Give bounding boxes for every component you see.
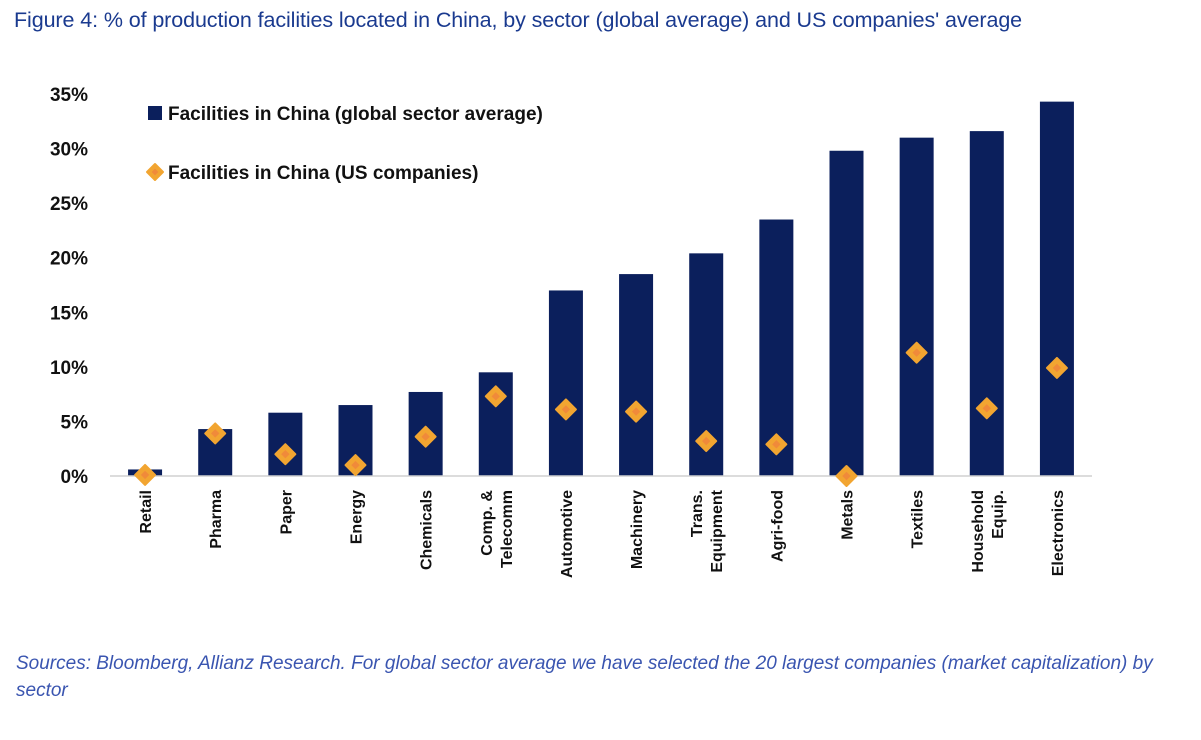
us-marker (134, 463, 157, 486)
bar (969, 131, 1004, 476)
x-tick-label: Electronics (1050, 490, 1067, 576)
y-tick-label: 15% (50, 303, 88, 324)
y-axis-ticks: 0% 5% 10% 15% 20% 25% 30% 35% (50, 85, 88, 488)
x-tick-label: Agri-food (769, 490, 786, 562)
us-marker (1045, 356, 1068, 379)
us-marker (905, 341, 928, 364)
legend-label-bar: Facilities in China (global sector avera… (168, 104, 543, 125)
us-marker (695, 430, 718, 453)
us-marker (765, 433, 788, 456)
legend-label-marker: Facilities in China (US companies) (168, 163, 478, 184)
bar (899, 137, 934, 476)
x-tick-label: Textiles (910, 490, 927, 549)
x-tick-label: Retail (138, 490, 155, 534)
legend-swatch-bar (148, 106, 162, 120)
us-marker (344, 454, 367, 477)
x-tick-label: Chemicals (419, 490, 436, 570)
x-tick-label: Energy (349, 490, 366, 544)
legend-swatch-marker (146, 163, 164, 181)
x-axis-ticks: Retail Pharma Paper Energy Chemicals Comp. & T… (138, 489, 1067, 578)
us-marker (484, 385, 507, 408)
us-marker (274, 443, 297, 466)
y-tick-label: 30% (50, 140, 88, 161)
us-marker (204, 422, 227, 445)
bar-series (128, 101, 1074, 477)
y-tick-label: 10% (50, 358, 88, 379)
x-tick-label: Automotive (559, 490, 576, 578)
us-marker (975, 397, 998, 420)
bar (548, 290, 583, 476)
x-tick-label: Paper (278, 490, 295, 534)
y-tick-label: 0% (61, 467, 89, 488)
bar (759, 219, 794, 476)
y-tick-label: 35% (50, 85, 88, 106)
x-tick-label: Trans. Equipment (689, 489, 726, 572)
us-marker (414, 425, 437, 448)
legend: Facilities in China (global sector avera… (146, 104, 543, 184)
x-tick-label: Household Equip. (970, 490, 1007, 573)
x-tick-label: Machinery (629, 490, 646, 569)
x-tick-label: Pharma (208, 490, 225, 549)
x-tick-label: Comp. & Telecomm (479, 490, 516, 568)
chart-area: 0% 5% 10% 15% 20% 25% 30% 35% Retail Pharma Paper… (50, 85, 1092, 578)
us-marker (835, 465, 858, 487)
x-tick-label: Metals (840, 490, 857, 540)
marker-series (134, 341, 1068, 487)
y-tick-label: 25% (50, 194, 88, 215)
bar (619, 274, 654, 476)
bar (1039, 101, 1074, 476)
bar (829, 150, 864, 477)
us-marker (554, 398, 577, 421)
chart-title: Figure 4: % of production facilities loc… (14, 8, 1023, 32)
y-tick-label: 5% (61, 412, 89, 433)
us-marker (625, 400, 648, 423)
source-note: Sources: Bloomberg, Allianz Research. Fo… (16, 653, 1153, 701)
y-tick-label: 20% (50, 249, 88, 270)
